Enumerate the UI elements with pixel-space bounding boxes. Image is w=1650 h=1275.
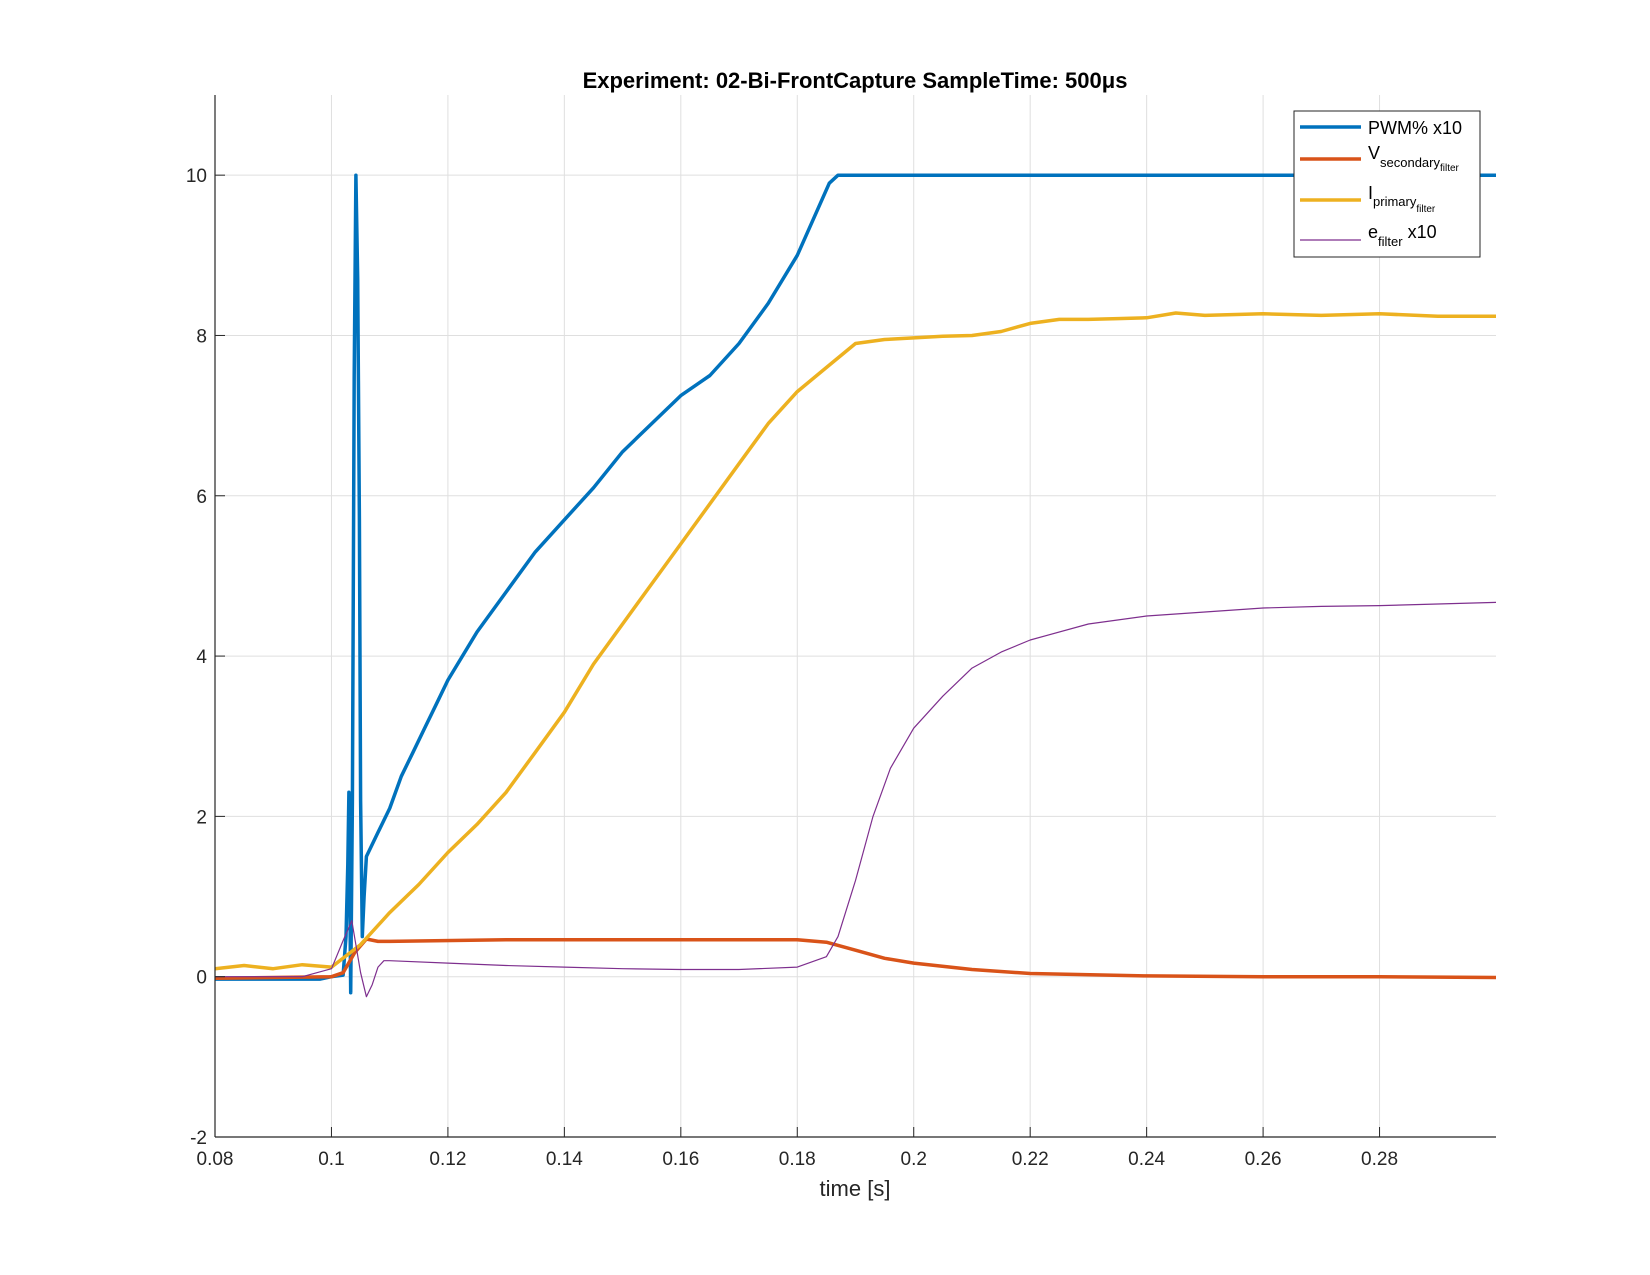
x-tick-label: 0.16 [662,1149,699,1170]
series-line-v-secondary [215,937,1496,981]
series-line-e-filter [215,601,1496,998]
legend-box [1293,110,1481,258]
legend-label-e-filter-main: e [1368,222,1378,242]
x-tick-label: 0.22 [1012,1149,1049,1170]
legend-entry-i-primary: Iprimaryfilter [1300,183,1436,215]
legend-entry-pwm: PWM% x10 [1300,118,1462,138]
x-tick-label: 0.24 [1128,1149,1165,1170]
x-tick-label: 0.14 [546,1149,583,1170]
legend-label-e-filter-suffix: x10 [1403,222,1437,242]
legend-label-v-secondary-main: V [1368,143,1380,163]
legend-entry-v-secondary: Vsecondaryfilter [1300,143,1460,174]
ticks: 0.08 0.1 0.12 0.14 0.16 0.18 0.2 0.22 0.24 0.26 0.… [186,166,1398,1170]
x-tick-label: 0.12 [429,1149,466,1170]
legend-label-i-primary-subsub: filter [1416,204,1436,215]
y-tick-label: 4 [196,647,207,668]
chart-title: Experiment: 02-Bi-FrontCapture SampleTim… [583,68,1128,93]
legend-label-e-filter-sub: filter [1378,234,1403,249]
y-tick-label: 8 [196,326,207,347]
x-tick-label: 0.28 [1361,1149,1398,1170]
x-tick-label: 0.08 [197,1149,234,1170]
x-tick-label: 0.26 [1245,1149,1282,1170]
legend-entry-e-filter: efilter x10 [1300,222,1437,249]
series-layer [215,173,1496,998]
series-line-i-primary [215,311,1496,971]
legend: PWM% x10 Vsecondaryfilter Iprimaryfilter… [1293,110,1481,258]
y-tick-label: 6 [196,487,207,508]
legend-label-v-secondary: Vsecondaryfilter [1368,143,1460,174]
legend-label-v-secondary-sub: secondary [1380,155,1440,170]
y-tick-label: 2 [196,807,207,828]
x-tick-label: 0.1 [318,1149,344,1170]
plot-area [215,95,1496,1137]
axes [214,95,1496,1138]
x-tick-label: 0.2 [901,1149,927,1170]
legend-label-e-filter: efilter x10 [1368,222,1437,249]
legend-label-i-primary-main: I [1368,183,1373,203]
legend-label-v-secondary-subsub: filter [1440,163,1460,174]
legend-label-pwm: PWM% x10 [1368,118,1462,138]
y-tick-label: 0 [196,968,207,989]
y-tick-label: -2 [190,1128,207,1149]
legend-label-i-primary: Iprimaryfilter [1368,183,1436,215]
series-line-pwm [215,173,1496,995]
x-axis-label: time [s] [820,1176,891,1201]
y-tick-label: 10 [186,166,207,187]
x-tick-label: 0.18 [779,1149,816,1170]
legend-label-i-primary-sub: primary [1373,194,1417,209]
